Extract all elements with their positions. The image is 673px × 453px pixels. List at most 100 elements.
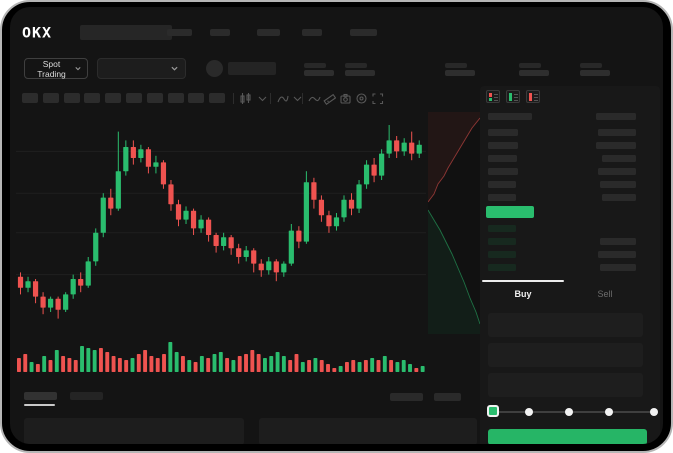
price-placeholder bbox=[488, 225, 516, 232]
book-bids-icon[interactable] bbox=[506, 90, 520, 103]
chevron-down-icon bbox=[75, 67, 81, 71]
timeframe-button-8[interactable] bbox=[167, 93, 184, 103]
price-placeholder bbox=[488, 113, 532, 120]
price-placeholder bbox=[488, 142, 518, 149]
ask-row-5[interactable] bbox=[482, 178, 642, 191]
okx-logo[interactable]: OKX bbox=[22, 24, 53, 42]
bottom-active-tab-underline bbox=[24, 404, 55, 406]
amount-placeholder bbox=[600, 181, 636, 188]
ticker-stat-label-2 bbox=[345, 63, 367, 68]
settings-icon[interactable] bbox=[355, 92, 368, 105]
nav-item-5[interactable] bbox=[350, 29, 377, 36]
timeframe-button-3[interactable] bbox=[63, 93, 80, 103]
slider-stop-3[interactable] bbox=[565, 408, 573, 416]
price-placeholder bbox=[488, 194, 516, 201]
bottom-content-box-1 bbox=[24, 418, 244, 444]
header-title-placeholder bbox=[80, 25, 172, 40]
price-placeholder bbox=[488, 129, 518, 136]
chevron-down-icon[interactable] bbox=[256, 92, 269, 105]
toolbar-separator bbox=[302, 93, 303, 104]
toolbar-separator bbox=[233, 93, 234, 104]
book-asks-icon[interactable] bbox=[526, 90, 540, 103]
bid-row-2[interactable] bbox=[482, 235, 642, 248]
nav-item-1[interactable] bbox=[167, 29, 192, 36]
bottom-action-1[interactable] bbox=[390, 393, 423, 401]
ask-row-1[interactable] bbox=[482, 126, 642, 139]
candle-type-icon[interactable] bbox=[239, 92, 252, 105]
depth-chart[interactable] bbox=[427, 112, 481, 334]
nav-item-4[interactable] bbox=[302, 29, 322, 36]
bottom-tab-1[interactable] bbox=[24, 392, 57, 400]
amount-placeholder bbox=[602, 194, 636, 201]
active-tab-indicator bbox=[482, 280, 564, 282]
line-style-icon[interactable] bbox=[308, 92, 321, 105]
ticker-stat-label-1 bbox=[304, 63, 326, 68]
bottom-tab-2[interactable] bbox=[70, 392, 103, 400]
bottom-content-box-2 bbox=[259, 418, 477, 444]
timeframe-button-4[interactable] bbox=[84, 93, 101, 103]
timeframe-button-9[interactable] bbox=[188, 93, 205, 103]
slider-stop-4[interactable] bbox=[605, 408, 613, 416]
timeframe-button-6[interactable] bbox=[126, 93, 142, 103]
ask-row-6[interactable] bbox=[482, 191, 642, 204]
amount-placeholder bbox=[596, 113, 636, 120]
ticker-stat-label-3 bbox=[445, 63, 467, 68]
slider-stop-5[interactable] bbox=[650, 408, 658, 416]
market-type-selector[interactable]: Spot Trading bbox=[24, 58, 88, 79]
tab-buy[interactable]: Buy bbox=[514, 289, 532, 299]
order-form-field-2[interactable] bbox=[488, 343, 643, 367]
amount-placeholder bbox=[596, 142, 636, 149]
bid-row-1[interactable] bbox=[482, 222, 642, 235]
bottom-action-2[interactable] bbox=[434, 393, 461, 401]
tab-sell[interactable]: Sell bbox=[597, 289, 613, 299]
indicator-icon[interactable] bbox=[276, 92, 289, 105]
last-price-highlight[interactable] bbox=[486, 206, 534, 218]
ask-row-2[interactable] bbox=[482, 139, 642, 152]
nav-item-3[interactable] bbox=[257, 29, 280, 36]
bid-row-4[interactable] bbox=[482, 261, 642, 274]
nav-item-2[interactable] bbox=[210, 29, 230, 36]
volume-chart[interactable] bbox=[16, 338, 426, 372]
toolbar-separator bbox=[270, 93, 271, 104]
ruler-icon[interactable] bbox=[323, 92, 337, 105]
market-type-label: Spot Trading bbox=[37, 58, 66, 79]
timeframe-button-10[interactable] bbox=[209, 93, 226, 103]
amount-slider-track[interactable] bbox=[494, 411, 652, 413]
camera-icon[interactable] bbox=[339, 92, 352, 105]
timeframe-button-1[interactable] bbox=[22, 93, 38, 103]
buy-sell-tabs: Buy Sell bbox=[482, 280, 646, 307]
ticker-stat-value-3 bbox=[445, 70, 475, 76]
buy-submit-button[interactable] bbox=[488, 429, 647, 444]
app-screen: OKX Spot Trading bbox=[10, 7, 663, 444]
price-placeholder bbox=[488, 238, 516, 245]
candlestick-chart[interactable] bbox=[16, 114, 426, 334]
chevron-down-icon[interactable] bbox=[291, 92, 304, 105]
ask-row-3[interactable] bbox=[482, 152, 642, 165]
timeframe-button-7[interactable] bbox=[146, 93, 163, 103]
order-form-field-3[interactable] bbox=[488, 373, 643, 397]
price-placeholder bbox=[488, 264, 516, 271]
ticker-stat-value-2 bbox=[345, 70, 375, 76]
orderbook-column-headers bbox=[482, 110, 642, 123]
ask-row-4[interactable] bbox=[482, 165, 642, 178]
book-both-icon[interactable] bbox=[486, 90, 500, 103]
ticker-stat-label-4 bbox=[519, 63, 541, 68]
ticker-stat-value-4 bbox=[519, 70, 549, 76]
orderbook-header-row[interactable] bbox=[482, 110, 642, 123]
app-canvas: OKX Spot Trading bbox=[10, 7, 663, 444]
timeframe-button-2[interactable] bbox=[42, 93, 59, 103]
slider-stop-2[interactable] bbox=[525, 408, 533, 416]
amount-placeholder bbox=[598, 251, 636, 258]
pair-name-placeholder bbox=[228, 62, 276, 75]
price-placeholder bbox=[488, 155, 517, 162]
fullscreen-icon[interactable] bbox=[371, 92, 384, 105]
amount-placeholder bbox=[600, 238, 636, 245]
bid-row-3[interactable] bbox=[482, 248, 642, 261]
pair-coin-icon bbox=[206, 60, 223, 77]
amount-slider-handle[interactable] bbox=[487, 405, 499, 417]
order-form-field-1[interactable] bbox=[488, 313, 643, 337]
pair-selector-dropdown[interactable] bbox=[97, 58, 186, 79]
orderbook-asks bbox=[482, 126, 642, 204]
timeframe-button-5[interactable] bbox=[105, 93, 122, 103]
